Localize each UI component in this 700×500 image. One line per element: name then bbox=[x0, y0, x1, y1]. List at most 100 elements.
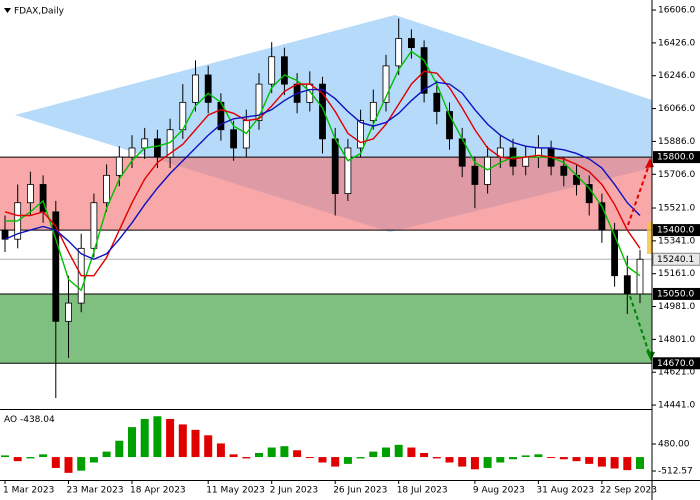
ao-tick-label: 480.00 bbox=[658, 440, 690, 450]
y-tick-label: 14801.0 bbox=[658, 335, 695, 345]
ao-bar bbox=[458, 457, 467, 467]
zone bbox=[0, 293, 652, 364]
ao-bar bbox=[51, 457, 60, 468]
ao-bar bbox=[128, 427, 136, 458]
ao-bar bbox=[445, 457, 454, 463]
candle-body bbox=[192, 74, 199, 103]
ao-bar bbox=[242, 457, 251, 459]
ao-bar bbox=[229, 454, 238, 458]
candle-body bbox=[484, 156, 492, 185]
ao-tick-label: -512.57 bbox=[658, 467, 693, 477]
candle-body bbox=[395, 38, 403, 67]
x-tick-label: 1 Mar 2023 bbox=[3, 486, 54, 496]
candle-body bbox=[382, 65, 390, 103]
y-tick-label: 16606.0 bbox=[658, 6, 695, 16]
candle-body bbox=[446, 111, 453, 140]
level-label-bg bbox=[653, 357, 700, 370]
zone bbox=[0, 157, 652, 231]
chart-title: FDAX,Daily bbox=[14, 7, 65, 17]
candle-body bbox=[103, 174, 110, 204]
ao-bar bbox=[597, 457, 606, 467]
candle-body bbox=[344, 147, 352, 194]
level-label: 15400.0 bbox=[657, 226, 694, 236]
y-tick-label: 15341.0 bbox=[658, 236, 695, 246]
ao-bar bbox=[509, 457, 517, 460]
candle-body bbox=[141, 138, 149, 149]
x-tick-label: 18 Jul 2023 bbox=[397, 486, 448, 496]
menu-icon[interactable] bbox=[4, 8, 11, 13]
candle-body bbox=[560, 165, 568, 176]
x-tick-label: 26 Jun 2023 bbox=[333, 486, 387, 496]
ao-bar bbox=[585, 457, 594, 464]
ao-bar bbox=[521, 455, 530, 458]
ao-bar bbox=[636, 457, 644, 469]
ao-bar bbox=[369, 451, 378, 458]
ao-bar bbox=[407, 447, 416, 458]
ao-bar bbox=[1, 455, 9, 458]
y-tick-label: 14621.0 bbox=[658, 368, 695, 378]
ao-bar bbox=[26, 457, 35, 459]
candle-body bbox=[522, 156, 530, 167]
current-price-label: 15240.1 bbox=[657, 255, 694, 265]
ao-bar bbox=[77, 457, 86, 471]
candle-body bbox=[319, 83, 326, 140]
candle-body bbox=[128, 147, 136, 158]
level-label: 14670.0 bbox=[657, 359, 694, 369]
ao-bar bbox=[267, 447, 276, 458]
down-arrow bbox=[629, 295, 651, 357]
ao-bar bbox=[153, 416, 162, 458]
y-tick-label: 16426.0 bbox=[658, 38, 695, 48]
ao-bar bbox=[470, 457, 479, 470]
ao-bar bbox=[496, 457, 505, 463]
zones-overlay bbox=[0, 157, 652, 231]
ao-bar bbox=[420, 452, 429, 458]
candle-body bbox=[242, 120, 250, 149]
down-arrow-head bbox=[646, 351, 655, 361]
candle-body bbox=[611, 229, 618, 277]
ao-bar bbox=[394, 444, 403, 458]
ao-bar bbox=[102, 451, 111, 458]
zones bbox=[0, 293, 652, 364]
level-label: 15800.0 bbox=[657, 153, 694, 163]
candle-body bbox=[153, 138, 161, 158]
plot bbox=[0, 18, 652, 398]
candle-body bbox=[26, 184, 34, 204]
moving-average bbox=[5, 50, 641, 292]
y-tick-label: 15706.0 bbox=[658, 170, 695, 180]
x-tick-label: 9 Aug 2023 bbox=[473, 486, 525, 496]
x-tick-label: 2 Jun 2023 bbox=[270, 486, 318, 496]
candle-body bbox=[280, 56, 288, 85]
y-tick-label: 15521.0 bbox=[658, 204, 695, 214]
ao-bar bbox=[39, 454, 48, 458]
ao-bar bbox=[331, 457, 340, 467]
ao-bar bbox=[13, 457, 22, 462]
ao-bar bbox=[115, 440, 124, 458]
y-tick-label: 14441.0 bbox=[658, 401, 695, 411]
indicator-value: -438.04 bbox=[20, 415, 55, 425]
candle-body bbox=[65, 302, 72, 322]
ao-bar bbox=[140, 418, 149, 458]
candle-body bbox=[636, 258, 644, 295]
highlight-box bbox=[647, 222, 653, 254]
ao-bar bbox=[356, 457, 365, 459]
candle-body bbox=[623, 275, 631, 295]
candle-body bbox=[357, 120, 365, 149]
ao-bar bbox=[204, 435, 213, 458]
candle-body bbox=[255, 83, 263, 122]
ao-bar bbox=[216, 443, 225, 458]
ao-bar bbox=[572, 457, 581, 462]
ao-bar bbox=[559, 457, 568, 460]
x-tick-label: 11 May 2023 bbox=[206, 486, 265, 496]
x-tick-label: 31 Aug 2023 bbox=[536, 486, 594, 496]
candle-body bbox=[369, 101, 377, 122]
candle-body bbox=[52, 211, 60, 322]
ao-bar bbox=[547, 457, 556, 459]
candle-body bbox=[268, 56, 276, 85]
candle-body bbox=[598, 202, 606, 231]
ao-bar bbox=[382, 447, 390, 458]
current-price-bg bbox=[652, 252, 700, 266]
ao-bar bbox=[166, 418, 175, 458]
y-tick-label: 15161.0 bbox=[658, 269, 695, 279]
candle-body bbox=[420, 47, 428, 94]
